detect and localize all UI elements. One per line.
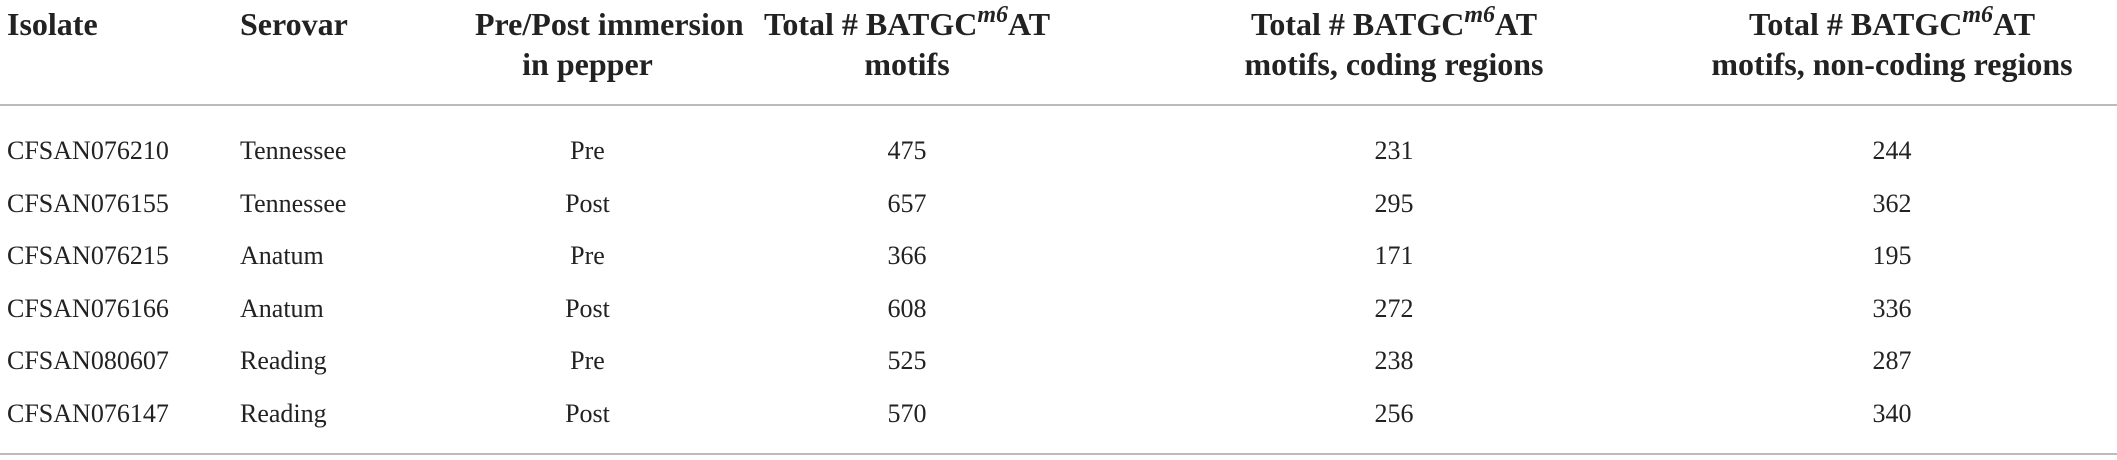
table-cell: Post — [565, 188, 610, 218]
header-text: AT — [1494, 6, 1538, 42]
table-cell: CFSAN080607 — [7, 346, 169, 375]
table-cell: CFSAN076155 — [7, 188, 169, 218]
header-cell: Isolate — [7, 4, 235, 44]
header-line: Serovar — [240, 4, 475, 44]
header-cell: Total # BATGCm6AT motifs — [700, 1, 1114, 84]
header-text: Serovar — [240, 6, 348, 42]
table-cell: 195 — [1872, 241, 1912, 270]
header-text: motifs, non-coding regions — [1711, 46, 2073, 82]
table-cell: 362 — [1872, 188, 1912, 218]
header-cell: Total # BATGCm6AT motifs, coding regions — [1114, 1, 1674, 84]
table-cell: CFSAN076215 — [7, 241, 169, 270]
table-cell: Post — [565, 293, 610, 323]
header-text: Isolate — [7, 6, 98, 42]
header-cell: Total # BATGCm6AT motifs, non-coding regi… — [1674, 1, 2110, 84]
superscript: m6 — [1464, 1, 1495, 28]
header-text: Pre/Post immersion — [475, 6, 744, 42]
superscript: m6 — [977, 1, 1008, 28]
header-line: Total # BATGCm6AT — [1674, 1, 2110, 44]
table-cell: 231 — [1374, 136, 1414, 165]
table-cell: 244 — [1872, 136, 1912, 165]
header-line: in pepper — [475, 44, 700, 84]
superscript: m6 — [1962, 1, 1993, 28]
header-text: motifs, coding regions — [1244, 46, 1544, 82]
table-cell: 570 — [887, 398, 927, 428]
header-text: in pepper — [522, 46, 653, 82]
table-cell: 608 — [887, 293, 927, 323]
header-line: Total # BATGCm6AT — [1114, 1, 1674, 44]
table-cell: Reading — [240, 398, 327, 428]
table-cell: Tennessee — [240, 136, 347, 165]
table-cell: CFSAN076210 — [7, 136, 169, 165]
header-rule — [0, 104, 2117, 106]
table-cell: CFSAN076147 — [7, 398, 169, 428]
header-line: motifs, non-coding regions — [1674, 44, 2110, 84]
table-cell: Reading — [240, 346, 327, 375]
header-line: motifs — [700, 44, 1114, 84]
table-cell: 238 — [1374, 346, 1414, 375]
header-text: Total # BATGC — [1748, 6, 1963, 42]
table-cell: 256 — [1374, 398, 1414, 428]
table-cell: 340 — [1872, 398, 1912, 428]
table-cell: 366 — [887, 241, 927, 270]
header-line: Total # BATGCm6AT — [700, 1, 1114, 44]
table-cell: Tennessee — [240, 188, 347, 218]
table-cell: 657 — [887, 188, 927, 218]
table-cell: CFSAN076166 — [7, 293, 169, 323]
table-cell: 295 — [1374, 188, 1414, 218]
table-cell: Pre — [570, 241, 605, 270]
bottom-rule — [0, 453, 2117, 455]
table-cell: Anatum — [240, 293, 324, 323]
table-cell: Pre — [570, 346, 605, 375]
header-cell: Serovar — [240, 4, 475, 44]
table-cell: Anatum — [240, 241, 324, 270]
header-line: Isolate — [7, 4, 235, 44]
header-text: Total # BATGC — [763, 6, 978, 42]
table-cell: 272 — [1374, 293, 1414, 323]
table-cell: 336 — [1872, 293, 1912, 323]
table-cell: 287 — [1872, 346, 1912, 375]
table-cell: 475 — [887, 136, 927, 165]
table-cell: Pre — [570, 136, 605, 165]
table-cell: 171 — [1374, 241, 1414, 270]
header-text: AT — [1992, 6, 2036, 42]
header-line: motifs, coding regions — [1114, 44, 1674, 84]
header-text: Total # BATGC — [1250, 6, 1465, 42]
header-cell: Pre/Post immersion in pepper — [475, 4, 744, 84]
header-text: AT — [1007, 6, 1051, 42]
header-line: Pre/Post immersion — [475, 4, 744, 44]
header-text: motifs — [864, 46, 950, 82]
table-cell: 525 — [887, 346, 927, 375]
table-cell: Post — [565, 398, 610, 428]
